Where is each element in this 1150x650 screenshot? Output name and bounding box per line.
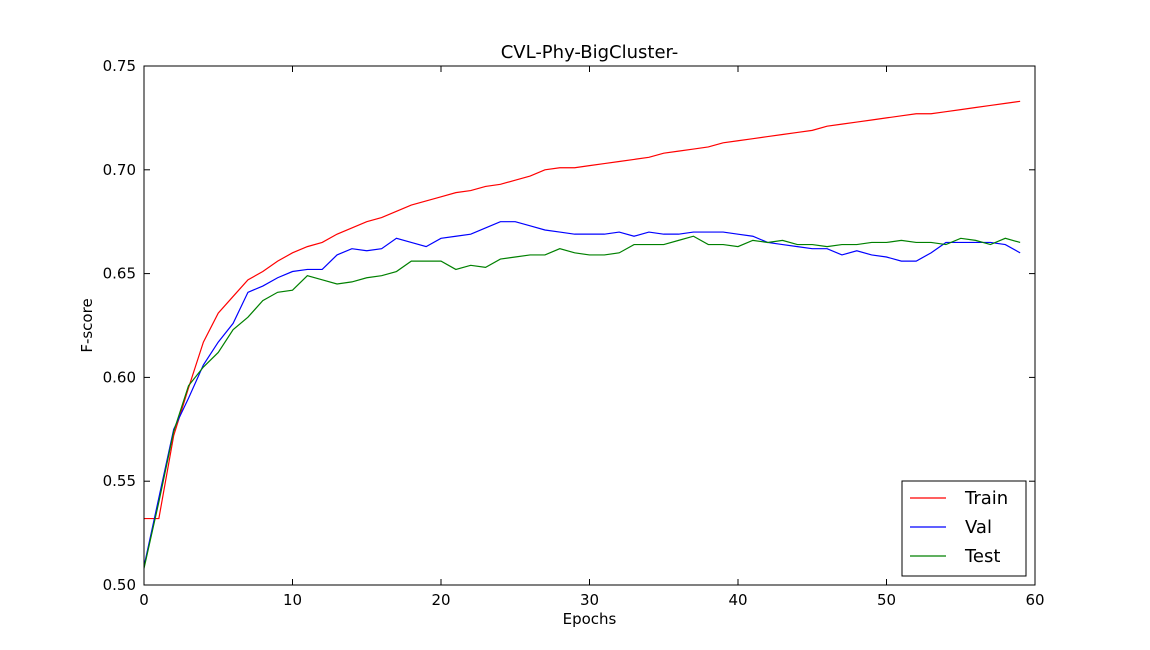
y-tick-label: 0.55 [103,472,136,490]
legend-frame [901,480,1027,577]
chart-title: CVL-Phy-BigCluster- [501,42,679,63]
series-line-train [144,100,1021,520]
y-tick-label: 0.75 [103,57,136,75]
series-line-test [143,235,1021,569]
y-axis-label: F-score [78,298,96,352]
y-tick-label: 0.70 [103,161,136,179]
x-tick-label: 40 [728,591,747,609]
series-line-val [143,221,1021,567]
legend-label-val: Val [965,517,992,538]
x-tick-label: 0 [139,591,149,609]
legend: Train Val Test [901,480,1027,577]
x-tick-label: 10 [283,591,302,609]
y-tick-label: 0.60 [103,368,136,386]
legend-label-train: Train [964,488,1008,509]
x-tick-label: 60 [1025,591,1044,609]
x-axis-label: Epochs [563,610,617,628]
x-tick-label: 30 [580,591,599,609]
plot-area [143,100,1021,569]
y-axis: 0.50 0.55 0.60 0.65 0.70 0.75 [103,57,1035,594]
x-tick-label: 50 [877,591,896,609]
y-tick-label: 0.50 [103,576,136,594]
x-tick-label: 20 [431,591,450,609]
plot-frame [143,65,1036,586]
y-tick-label: 0.65 [103,265,136,283]
legend-label-test: Test [964,546,1000,567]
x-axis: 0 10 20 30 40 50 60 [139,66,1045,609]
